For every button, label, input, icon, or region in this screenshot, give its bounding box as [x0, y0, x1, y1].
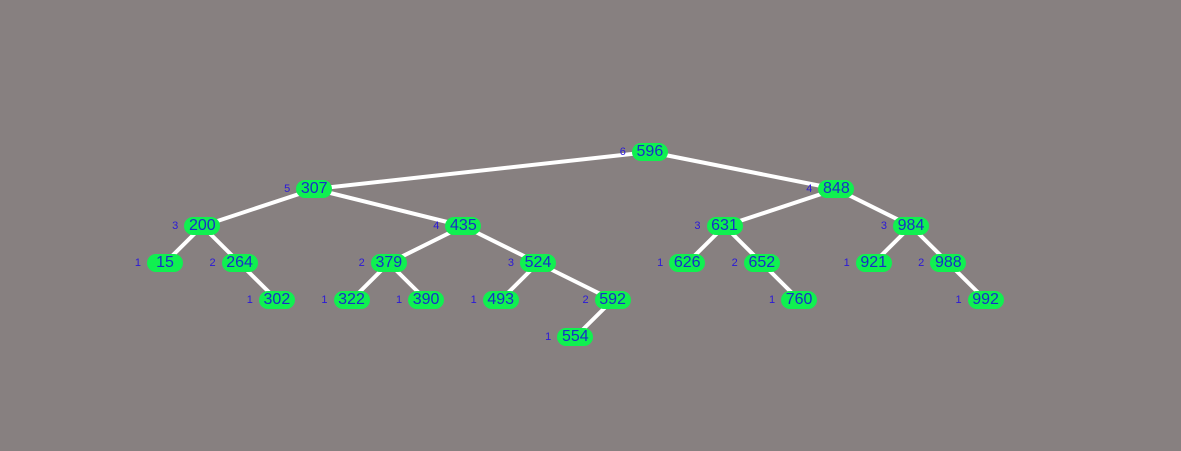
node-pill	[930, 254, 967, 272]
node-pill	[743, 254, 780, 272]
node-height-label: 4	[806, 183, 813, 195]
edge-596-848	[647, 150, 839, 191]
node-height-label: 3	[694, 220, 701, 232]
edge-307-200	[200, 187, 317, 228]
node-height-label: 2	[209, 257, 216, 269]
node-pill	[147, 254, 183, 272]
node-height-label: 1	[955, 294, 962, 306]
node-height-label: 2	[358, 257, 365, 269]
node-height-label: 3	[172, 220, 179, 232]
node-pill	[445, 217, 482, 235]
node-key-label: 652	[748, 254, 776, 271]
node-key-label: 554	[561, 328, 589, 345]
node-pill	[594, 291, 631, 309]
node-pill	[370, 254, 407, 272]
node-pill	[408, 291, 445, 309]
node-key-label: 626	[673, 254, 701, 271]
node-key-label: 390	[412, 291, 440, 308]
node-height-label: 3	[880, 220, 887, 232]
node-pill	[296, 180, 333, 198]
node-pill	[669, 254, 706, 272]
node-key-label: 200	[188, 217, 216, 234]
node-pill	[221, 254, 258, 272]
edge-307-435	[312, 187, 466, 228]
node-pill	[333, 291, 370, 309]
node-key-label: 524	[524, 254, 552, 271]
node-pill	[855, 254, 892, 272]
edge-596-307	[312, 150, 652, 191]
node-height-label: 2	[918, 257, 925, 269]
node-height-label: 2	[731, 257, 738, 269]
node-key-label: 984	[897, 217, 925, 234]
node-height-label: 1	[134, 257, 141, 269]
node-key-label: 435	[450, 217, 477, 234]
node-key-label: 631	[711, 217, 738, 234]
node-pill	[781, 291, 818, 309]
node-key-label: 992	[972, 291, 999, 308]
node-key-label: 307	[300, 180, 328, 197]
node-height-label: 1	[545, 331, 552, 343]
node-key-label: 15	[156, 254, 174, 271]
node-key-label: 596	[636, 143, 664, 160]
node-height-label: 1	[843, 257, 850, 269]
node-key-label: 264	[226, 254, 253, 271]
node-key-label: 302	[263, 291, 291, 308]
node-key-label: 848	[823, 180, 850, 197]
node-height-label: 2	[582, 294, 589, 306]
node-key-label: 379	[375, 254, 403, 271]
node-height-label: 1	[246, 294, 253, 306]
node-pill	[557, 328, 594, 346]
node-key-label: 988	[934, 254, 962, 271]
node-pill	[893, 217, 929, 235]
node-height-label: 6	[619, 146, 626, 158]
node-key-label: 322	[338, 291, 365, 308]
node-pill	[258, 291, 295, 309]
node-key-label: 493	[487, 291, 515, 308]
edge-848-631	[722, 187, 839, 228]
node-pill	[631, 143, 668, 161]
node-key-label: 921	[860, 254, 888, 271]
node-height-label: 4	[433, 220, 440, 232]
node-height-label: 1	[470, 294, 477, 306]
node-pill	[818, 180, 855, 198]
node-pill	[184, 217, 221, 235]
node-pill	[706, 217, 743, 235]
node-height-label: 1	[395, 294, 403, 306]
node-key-label: 760	[785, 291, 813, 308]
node-height-label: 1	[321, 294, 328, 306]
node-pill	[967, 291, 1004, 309]
node-height-label: 5	[284, 183, 291, 195]
node-pill	[520, 254, 556, 272]
node-height-label: 1	[768, 294, 776, 306]
node-pill	[482, 291, 519, 309]
node-key-label: 592	[599, 291, 626, 308]
node-height-label: 3	[507, 257, 514, 269]
node-height-label: 1	[657, 257, 664, 269]
